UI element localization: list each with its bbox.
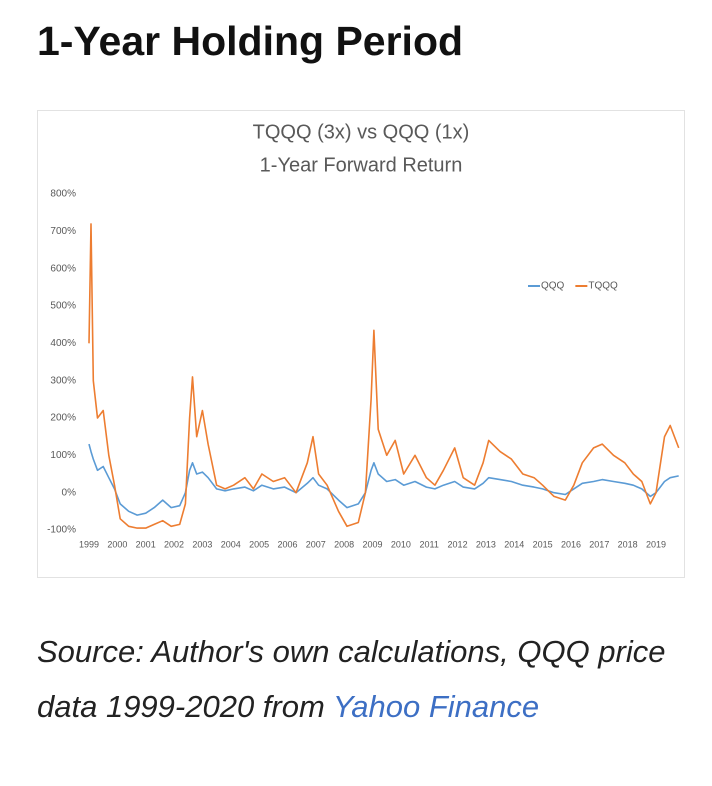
legend-label: TQQQ [588,281,618,292]
heading: 1-Year Holding Period [37,18,464,64]
x-tick-label: 2001 [136,539,156,549]
y-tick-label: 400% [50,338,76,349]
x-tick-label: 2004 [221,539,241,549]
x-tick-label: 2016 [561,539,581,549]
y-tick-label: 300% [50,375,76,386]
x-tick-label: 1999 [79,539,99,549]
chart-subtitle: 1-Year Forward Return [260,154,463,176]
y-tick-label: 700% [50,226,76,237]
x-tick-label: 2012 [448,539,468,549]
x-tick-label: 2014 [504,539,524,549]
caption-link[interactable]: Yahoo Finance [332,689,540,724]
y-tick-label: 200% [50,413,76,424]
x-tick-label: 2011 [420,539,439,549]
y-tick-label: -100% [47,525,76,536]
y-tick-label: 500% [50,301,76,312]
x-tick-label: 2019 [646,539,666,549]
chart-title: TQQQ (3x) vs QQQ (1x) [253,121,470,143]
x-tick-label: 2010 [391,539,411,549]
x-tick-label: 2013 [476,539,496,549]
x-tick-label: 2007 [306,539,326,549]
x-tick-label: 2015 [533,539,553,549]
x-tick-label: 2002 [164,539,184,549]
x-tick-label: 2000 [107,539,127,549]
x-tick-label: 2005 [249,539,269,549]
legend-label: QQQ [541,281,565,292]
x-tick-label: 2006 [277,539,297,549]
x-tick-label: 2003 [192,539,212,549]
x-tick-label: 2008 [334,539,354,549]
x-tick-label: 2017 [589,539,609,549]
line-series [88,443,679,516]
x-tick-label: 2009 [362,539,382,549]
y-tick-label: 100% [50,450,76,461]
caption: Source: Author's own calculations, QQQ p… [37,624,687,734]
x-tick-label: 2018 [618,539,638,549]
y-tick-label: 800% [50,189,76,200]
y-tick-label: 600% [50,263,76,274]
line-series [88,223,680,529]
y-tick-label: 0% [62,487,77,498]
caption-text: Source: Author's own calculations, QQQ p… [37,634,666,724]
chart: TQQQ (3x) vs QQQ (1x) 1-Year Forward Ret… [37,110,685,578]
